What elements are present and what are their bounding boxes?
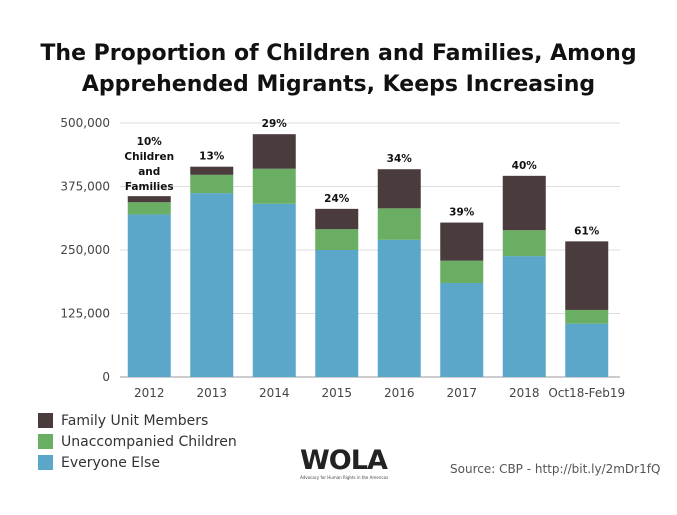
x-tick-label: 2018: [509, 386, 540, 400]
bar-segment: [190, 174, 234, 194]
x-tick-label: 2016: [384, 386, 415, 400]
legend-item: Family Unit Members: [38, 410, 237, 431]
x-tick-label: Oct18-Feb19: [548, 386, 625, 400]
chart-title: The Proportion of Children and Families,…: [0, 38, 677, 100]
bar-segment: [315, 229, 359, 250]
bar-segment: [502, 175, 546, 231]
x-tick-label: 2014: [259, 386, 290, 400]
legend-label: Unaccompanied Children: [61, 433, 237, 450]
data-label: 24%: [324, 193, 350, 205]
x-tick-label: 2012: [134, 386, 165, 400]
legend-swatch: [38, 434, 53, 449]
y-tick-label: 375,000: [60, 180, 110, 194]
data-label: 10%: [137, 136, 163, 148]
wola-logo: WOLA Advocacy for Human Rights in the Am…: [300, 445, 389, 481]
bar-segment: [127, 202, 171, 215]
y-tick-label: 0: [102, 370, 110, 384]
legend-swatch: [38, 413, 53, 428]
legend-item: Everyone Else: [38, 452, 237, 473]
x-tick-label: 2013: [196, 386, 227, 400]
title-line: The Proportion of Children and Families,…: [40, 41, 637, 66]
bar-segment: [565, 309, 609, 324]
bar-segment: [127, 214, 171, 377]
y-tick-label: 500,000: [60, 116, 110, 130]
bar-segment: [252, 168, 296, 204]
data-label: Children: [124, 151, 174, 163]
legend: Family Unit Members Unaccompanied Childre…: [38, 410, 237, 473]
data-label: 40%: [512, 160, 538, 172]
bar-segment: [440, 283, 484, 377]
bar-segment: [565, 241, 609, 310]
bar-segment: [502, 230, 546, 257]
bar-segment: [440, 222, 484, 261]
bar-segment: [127, 196, 171, 203]
y-tick-label: 125,000: [60, 307, 110, 321]
x-tick-label: 2015: [321, 386, 352, 400]
data-label: 13%: [199, 151, 225, 163]
bar-segment: [377, 169, 421, 209]
bar-segment: [502, 256, 546, 377]
bar-segment: [190, 193, 234, 377]
data-label: Families: [125, 181, 174, 193]
data-label: 29%: [262, 118, 288, 130]
bar-segment: [315, 208, 359, 230]
source-note: Source: CBP - http://bit.ly/2mDr1fQ: [450, 462, 661, 476]
legend-label: Family Unit Members: [61, 412, 209, 429]
bar-segment: [377, 239, 421, 377]
bar-segment: [565, 323, 609, 377]
legend-item: Unaccompanied Children: [38, 431, 237, 452]
legend-swatch: [38, 455, 53, 470]
bar-segment: [315, 250, 359, 377]
data-label: 39%: [449, 207, 475, 219]
y-tick-label: 250,000: [60, 243, 110, 257]
bar-segment: [377, 208, 421, 240]
legend-label: Everyone Else: [61, 454, 160, 471]
bar-segment: [252, 134, 296, 169]
bar-segment: [252, 203, 296, 377]
bar-segment: [440, 260, 484, 284]
bar-segment: [190, 166, 234, 175]
x-tick-label: 2017: [446, 386, 477, 400]
title-line: Apprehended Migrants, Keeps Increasing: [81, 72, 596, 97]
data-label: and: [138, 166, 160, 178]
data-label: 61%: [574, 225, 600, 237]
data-label: 34%: [387, 153, 413, 165]
